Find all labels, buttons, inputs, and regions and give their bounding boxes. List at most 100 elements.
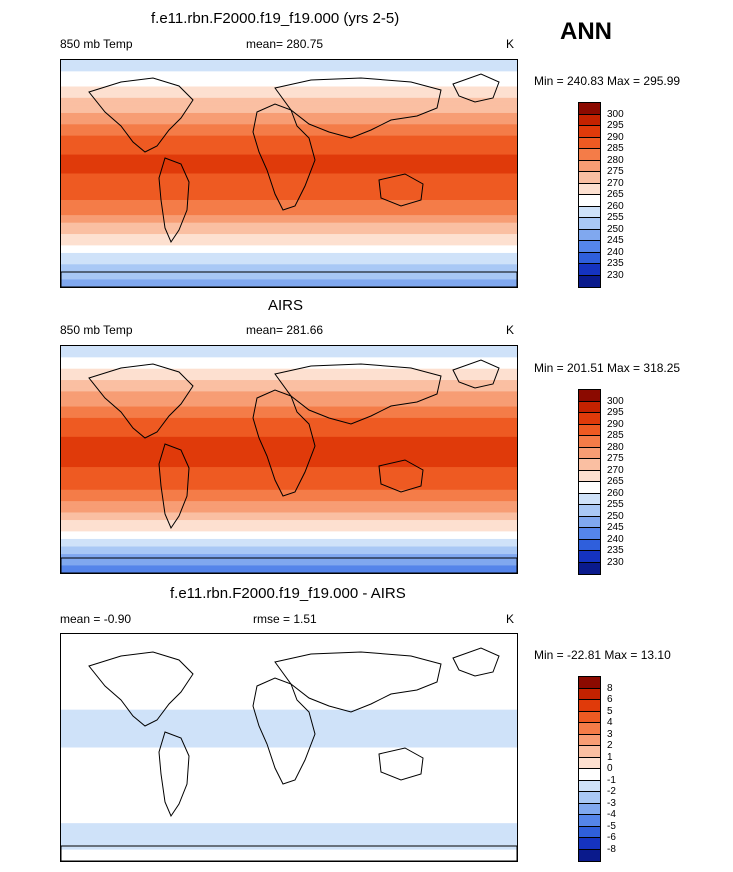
colorbar-tick-label: 290 <box>607 131 624 143</box>
coastline <box>252 389 316 497</box>
field-band <box>61 383 517 389</box>
field-band <box>61 433 517 438</box>
field-band <box>61 739 517 745</box>
colorbar-tick-label: 245 <box>607 235 624 246</box>
field-band <box>61 728 517 733</box>
field-band <box>61 75 517 80</box>
colorbar-tick-label: -8 <box>607 843 616 855</box>
coastline <box>378 747 424 781</box>
field-band <box>61 410 517 415</box>
field-band <box>61 349 517 355</box>
field-band <box>61 800 517 805</box>
field-band <box>61 279 517 284</box>
field-band <box>61 474 517 480</box>
field-band <box>61 264 517 269</box>
field-band <box>61 260 517 265</box>
field-band <box>61 116 517 122</box>
colorbar-swatch <box>579 677 600 689</box>
field-band <box>61 346 517 351</box>
field-band <box>61 796 517 802</box>
colorbar-tick-label: 300 <box>607 108 624 120</box>
colorbar-swatch <box>579 849 600 861</box>
colorbar-swatch <box>579 218 600 230</box>
field-band <box>61 766 517 771</box>
field-band <box>61 561 517 567</box>
coastline <box>452 73 500 103</box>
panel-3-title: f.e11.rbn.F2000.f19_f19.000 - AIRS <box>170 585 406 602</box>
colorbar-tick-label: 235 <box>607 545 624 556</box>
colorbar-tick-label: 280 <box>607 441 624 453</box>
colorbar-tick-label: 270 <box>607 177 624 189</box>
panel-1-map <box>60 59 518 288</box>
field-band <box>61 429 517 434</box>
field-band <box>61 131 517 137</box>
field-band <box>61 762 517 768</box>
field-band <box>61 60 517 65</box>
coastline <box>158 157 190 244</box>
panel-2-colorbar <box>578 389 601 575</box>
colorbar-swatch <box>579 493 600 505</box>
field-band <box>61 826 517 832</box>
field-band <box>61 173 517 178</box>
field-band <box>61 565 517 570</box>
field-band <box>61 478 517 483</box>
colorbar-swatch <box>579 137 600 149</box>
field-band <box>61 747 517 752</box>
coastline <box>378 173 424 207</box>
coastline <box>274 77 442 139</box>
panel-1-variable-label: 850 mb Temp <box>60 37 133 51</box>
colorbar-tick-label: -1 <box>607 774 616 786</box>
colorbar-swatch <box>579 206 600 218</box>
field-band <box>61 128 517 133</box>
field-band <box>61 485 517 491</box>
field-band <box>61 641 517 646</box>
colorbar-swatch <box>579 757 600 769</box>
colorbar-swatch <box>579 264 600 276</box>
field-band <box>61 815 517 820</box>
field-band <box>61 463 517 468</box>
field-band <box>61 713 517 718</box>
field-band <box>61 637 517 643</box>
field-band <box>61 436 517 442</box>
colorbar-tick-label: -4 <box>607 809 616 820</box>
field-band <box>61 444 517 449</box>
field-band <box>61 139 517 144</box>
field-band <box>61 150 517 156</box>
colorbar-tick-label: 260 <box>607 487 624 499</box>
field-band <box>61 819 517 824</box>
coastline <box>274 363 442 425</box>
field-band <box>61 781 517 786</box>
season-label: ANN <box>560 18 612 45</box>
field-band <box>61 732 517 737</box>
field-band <box>61 792 517 798</box>
colorbar-swatch <box>579 172 600 184</box>
colorbar-tick-label: 280 <box>607 154 624 166</box>
colorbar-swatch <box>579 229 600 241</box>
colorbar-tick-label: 275 <box>607 166 624 177</box>
field-band <box>61 402 517 408</box>
field-band <box>61 86 517 91</box>
colorbar-swatch <box>579 516 600 528</box>
field-band <box>61 849 517 855</box>
colorbar-swatch <box>579 734 600 746</box>
field-band <box>61 668 517 673</box>
field-band <box>61 482 517 487</box>
field-band <box>61 664 517 669</box>
field-band <box>61 425 517 430</box>
colorbar-swatch <box>579 769 600 781</box>
panel-3-rmse-label: rmse = 1.51 <box>253 612 317 626</box>
field-band <box>61 451 517 457</box>
field-band <box>61 634 517 639</box>
field-band <box>61 203 517 209</box>
field-band <box>61 211 517 216</box>
field-band <box>61 785 517 790</box>
field-band <box>61 230 517 235</box>
field-band <box>61 215 517 220</box>
coastline <box>378 459 424 493</box>
colorbar-tick-label: 275 <box>607 453 624 464</box>
colorbar-tick-label: 235 <box>607 258 624 269</box>
field-band <box>61 649 517 654</box>
field-band <box>61 406 517 411</box>
field-band <box>61 557 517 563</box>
field-band <box>61 120 517 125</box>
